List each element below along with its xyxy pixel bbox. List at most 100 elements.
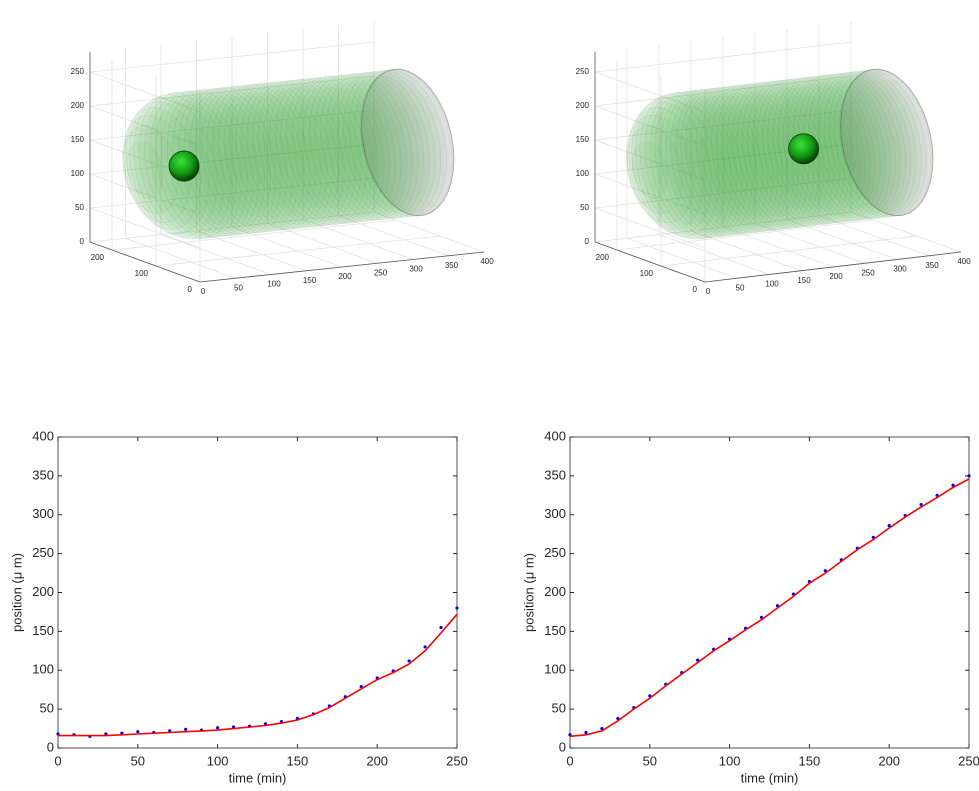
tissue-section: [160, 90, 255, 238]
x-tick-label: 100: [765, 280, 779, 289]
data-point: [216, 726, 220, 730]
x-tick-label: 200: [338, 272, 352, 281]
tissue-section: [342, 70, 436, 218]
tissue-section: [166, 89, 260, 237]
tissue-section: [280, 77, 374, 225]
tissue-section: [172, 88, 266, 236]
x-tick-label: 0: [706, 287, 711, 296]
y-tick-label: 0: [188, 285, 193, 294]
tissue-section: [721, 82, 815, 230]
tissue-section: [348, 70, 442, 218]
cell: [788, 133, 819, 165]
data-point: [887, 524, 891, 528]
tissue-section: [792, 74, 886, 222]
z-tick-label: 150: [576, 135, 590, 144]
y-axis-label: position (μ m): [521, 553, 536, 632]
tissue-section: [625, 114, 695, 224]
y-tick-label: 100: [544, 662, 566, 677]
tissue-section: [798, 73, 892, 221]
cell: [168, 150, 200, 182]
y-tick-label: 200: [544, 584, 566, 599]
x-tick-label: 250: [958, 753, 979, 768]
grid-line: [690, 230, 802, 272]
data-point: [439, 625, 443, 630]
grid-line: [125, 237, 236, 279]
tissue-section: [634, 94, 727, 239]
grid-line: [594, 105, 706, 147]
tissue-section: [680, 87, 774, 235]
tissue-section: [212, 84, 306, 232]
grid-line: [594, 173, 706, 215]
y-tick-label: 250: [544, 545, 566, 560]
y-tick-label: 300: [544, 506, 566, 521]
data-point: [423, 645, 427, 649]
tissue-section: [223, 83, 317, 231]
tissue-section: [823, 70, 917, 218]
y-tick-label: 50: [40, 701, 54, 716]
grid-line: [89, 143, 375, 175]
plot-area: [569, 436, 970, 749]
z-tick-label: 100: [576, 169, 590, 178]
tissue-section: [291, 76, 385, 224]
grid-line: [111, 219, 397, 251]
grid-line: [658, 234, 770, 275]
x-tick-label: 200: [878, 753, 900, 768]
tissue-end: [360, 68, 455, 217]
y-tick-label: 150: [544, 623, 566, 638]
tissue-section: [726, 82, 820, 230]
tissue-section: [787, 75, 881, 223]
grid-line: [231, 226, 343, 268]
z-tick-label: 50: [75, 203, 84, 212]
x-tick-label: 150: [287, 753, 309, 768]
data-point: [184, 727, 188, 731]
tissue-section: [200, 85, 294, 233]
series-line: [58, 613, 458, 737]
y-tick-label: 350: [544, 467, 566, 482]
data-point: [584, 730, 588, 735]
y-tick-label: 0: [693, 285, 698, 294]
z-tick-label: 200: [576, 101, 590, 110]
series-line: [569, 478, 970, 738]
x-tick-label: 200: [829, 272, 843, 281]
tissue-section: [664, 89, 758, 237]
y-axis-label: position (μ m): [9, 553, 24, 632]
grid-line: [89, 211, 375, 243]
tissue-section: [206, 85, 300, 233]
x-tick-label: 350: [445, 261, 459, 270]
data-point: [919, 503, 923, 507]
tissue-section: [649, 91, 743, 239]
tissue-section: [741, 80, 835, 228]
tissue-section: [710, 84, 805, 232]
grid-line: [850, 211, 962, 253]
grid-line: [373, 211, 485, 253]
grid-line: [89, 109, 375, 141]
tissue-section: [246, 81, 340, 229]
grid-line: [160, 234, 272, 275]
data-point: [359, 684, 363, 689]
y-axis: [594, 241, 706, 283]
y-tick-label: 200: [32, 584, 54, 599]
y-tick-label: 200: [596, 253, 610, 262]
grid-line: [754, 222, 866, 264]
y-tick-label: 150: [32, 623, 54, 638]
tissue-section: [285, 76, 379, 224]
tissue-section: [354, 69, 448, 217]
tissue-section: [627, 125, 684, 214]
x-tick-label: 100: [267, 280, 281, 289]
tissue-section: [628, 101, 713, 235]
data-point: [935, 493, 939, 497]
tissue-section: [297, 75, 391, 223]
data-point: [600, 726, 604, 731]
x-tick-label: 200: [366, 753, 388, 768]
tissue-section: [155, 90, 249, 238]
plot-area: [57, 436, 458, 749]
x-tick-label: 0: [201, 287, 206, 296]
grid-line: [89, 41, 375, 73]
tissue-section: [631, 141, 669, 199]
grid-line: [89, 173, 201, 215]
z-tick-label: 250: [71, 67, 85, 76]
tissue-section: [731, 81, 825, 229]
z-tick-label: 50: [580, 203, 589, 212]
tissue-end: [840, 68, 934, 217]
